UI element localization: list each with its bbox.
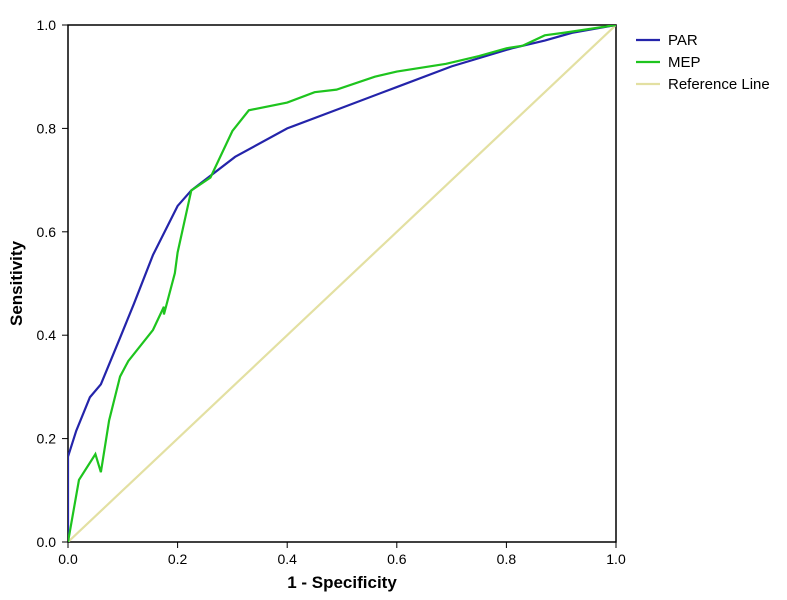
x-tick-label: 0.0 [58, 551, 78, 567]
y-tick-label: 0.2 [37, 431, 57, 447]
y-tick-label: 0.8 [37, 120, 57, 136]
legend-label: MEP [668, 54, 701, 71]
x-tick-label: 0.6 [387, 551, 407, 567]
y-tick-label: 0.4 [37, 327, 57, 343]
x-tick-label: 0.8 [497, 551, 517, 567]
y-axis-label: Sensitivity [7, 240, 26, 326]
x-axis-label: 1 - Specificity [287, 573, 397, 592]
roc-svg: 0.0 0.2 0.4 0.6 0.8 1.0 0.0 0.2 0.4 0.6 0.8 1.0 1 - … [0, 0, 787, 600]
y-tick-label: 0.6 [37, 224, 57, 240]
legend-label: Reference Line [668, 76, 770, 93]
x-tick-label: 0.2 [168, 551, 188, 567]
x-tick-label: 0.4 [277, 551, 297, 567]
series-reference-line [68, 25, 616, 542]
x-tick-label: 1.0 [606, 551, 626, 567]
y-tick-label: 0.0 [37, 534, 57, 550]
legend-label: PAR [668, 32, 698, 49]
y-tick-label: 1.0 [37, 17, 57, 33]
roc-chart: 0.0 0.2 0.4 0.6 0.8 1.0 0.0 0.2 0.4 0.6 0.8 1.0 1 - … [0, 0, 787, 600]
